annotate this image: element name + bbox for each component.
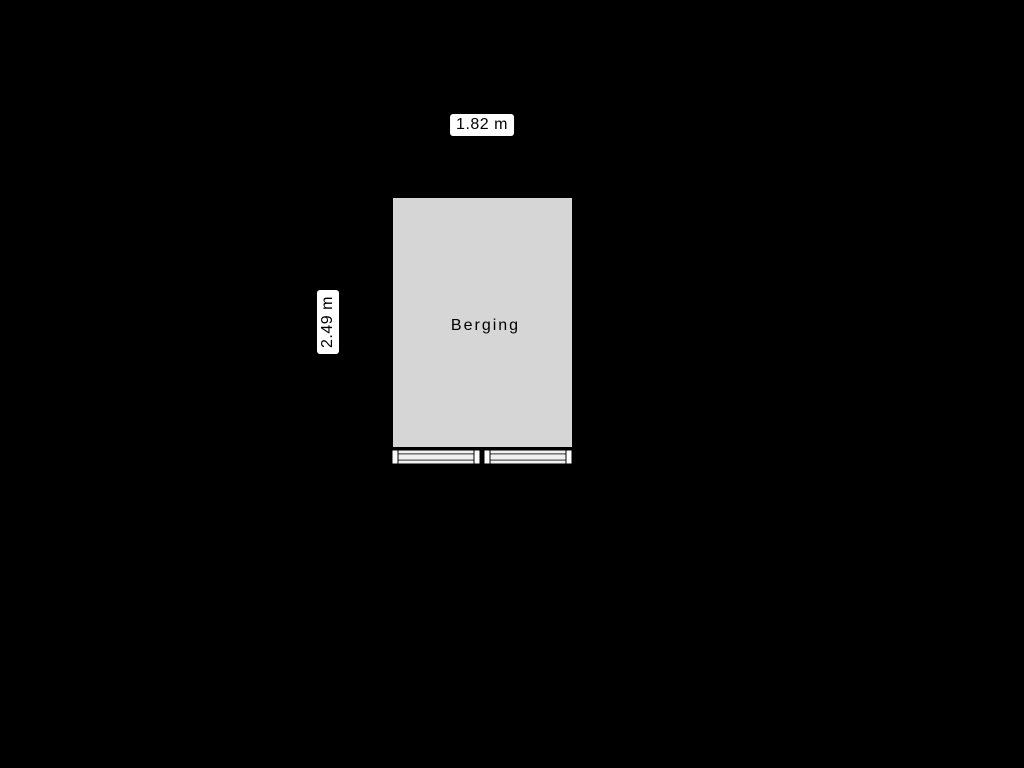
floorplan-canvas: Berging 1.82 m 2.49 m: [0, 0, 1024, 768]
room-berging: Berging: [390, 195, 575, 450]
dimension-width-label: 1.82 m: [450, 114, 514, 136]
door-double: [392, 450, 572, 464]
dimension-height-label: 2.49 m: [317, 290, 339, 354]
door-svg: [392, 450, 572, 464]
room-label: Berging: [451, 317, 520, 335]
